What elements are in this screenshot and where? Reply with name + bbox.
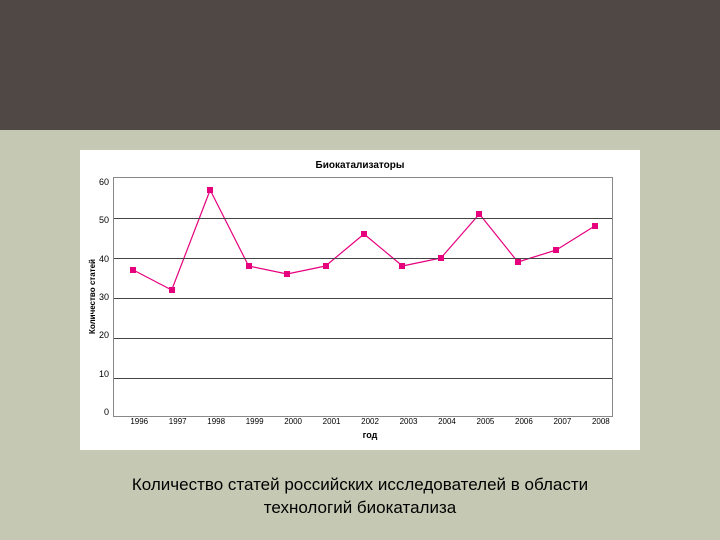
- caption-line: технологий биокатализа: [264, 498, 456, 517]
- xtick: 1997: [158, 417, 196, 426]
- gridline: [114, 258, 612, 259]
- ytick: 10: [99, 369, 109, 379]
- data-marker: [476, 211, 482, 217]
- xtick: 1998: [197, 417, 235, 426]
- slide-caption: Количество статей российских исследовате…: [0, 474, 720, 520]
- y-axis-label: Количество статей: [86, 177, 99, 417]
- gridline: [114, 298, 612, 299]
- data-marker: [399, 263, 405, 269]
- data-marker: [246, 263, 252, 269]
- header-band: [0, 0, 720, 130]
- data-marker: [515, 259, 521, 265]
- caption-line: Количество статей российских исследовате…: [132, 475, 588, 494]
- data-marker: [130, 267, 136, 273]
- data-marker: [592, 223, 598, 229]
- chart-container: Биокатализаторы Количество статей 60 50 …: [80, 150, 640, 450]
- ytick: 0: [99, 407, 109, 417]
- gridline: [114, 378, 612, 379]
- ytick: 20: [99, 330, 109, 340]
- data-marker: [169, 287, 175, 293]
- gridline: [114, 218, 612, 219]
- xtick: 2002: [351, 417, 389, 426]
- data-marker: [553, 247, 559, 253]
- xtick: 1999: [235, 417, 273, 426]
- y-axis-ticks: 60 50 40 30 20 10 0: [99, 177, 113, 417]
- xtick: 1996: [120, 417, 158, 426]
- ytick: 60: [99, 177, 109, 187]
- ytick: 30: [99, 292, 109, 302]
- x-axis-label: год: [120, 426, 620, 440]
- xtick: 2001: [312, 417, 350, 426]
- xtick: 2004: [428, 417, 466, 426]
- xtick: 2005: [466, 417, 504, 426]
- x-axis-ticks: 1996199719981999200020012002200320042005…: [120, 417, 620, 426]
- plot-area: [113, 177, 613, 417]
- data-marker: [361, 231, 367, 237]
- chart-title: Биокатализаторы: [86, 156, 634, 177]
- xtick: 2007: [543, 417, 581, 426]
- data-marker: [207, 187, 213, 193]
- data-marker: [323, 263, 329, 269]
- xtick: 2000: [274, 417, 312, 426]
- data-marker: [438, 255, 444, 261]
- data-marker: [284, 271, 290, 277]
- ytick: 50: [99, 215, 109, 225]
- xtick: 2008: [582, 417, 620, 426]
- ytick: 40: [99, 254, 109, 264]
- xtick: 2003: [389, 417, 427, 426]
- xtick: 2006: [505, 417, 543, 426]
- gridline: [114, 338, 612, 339]
